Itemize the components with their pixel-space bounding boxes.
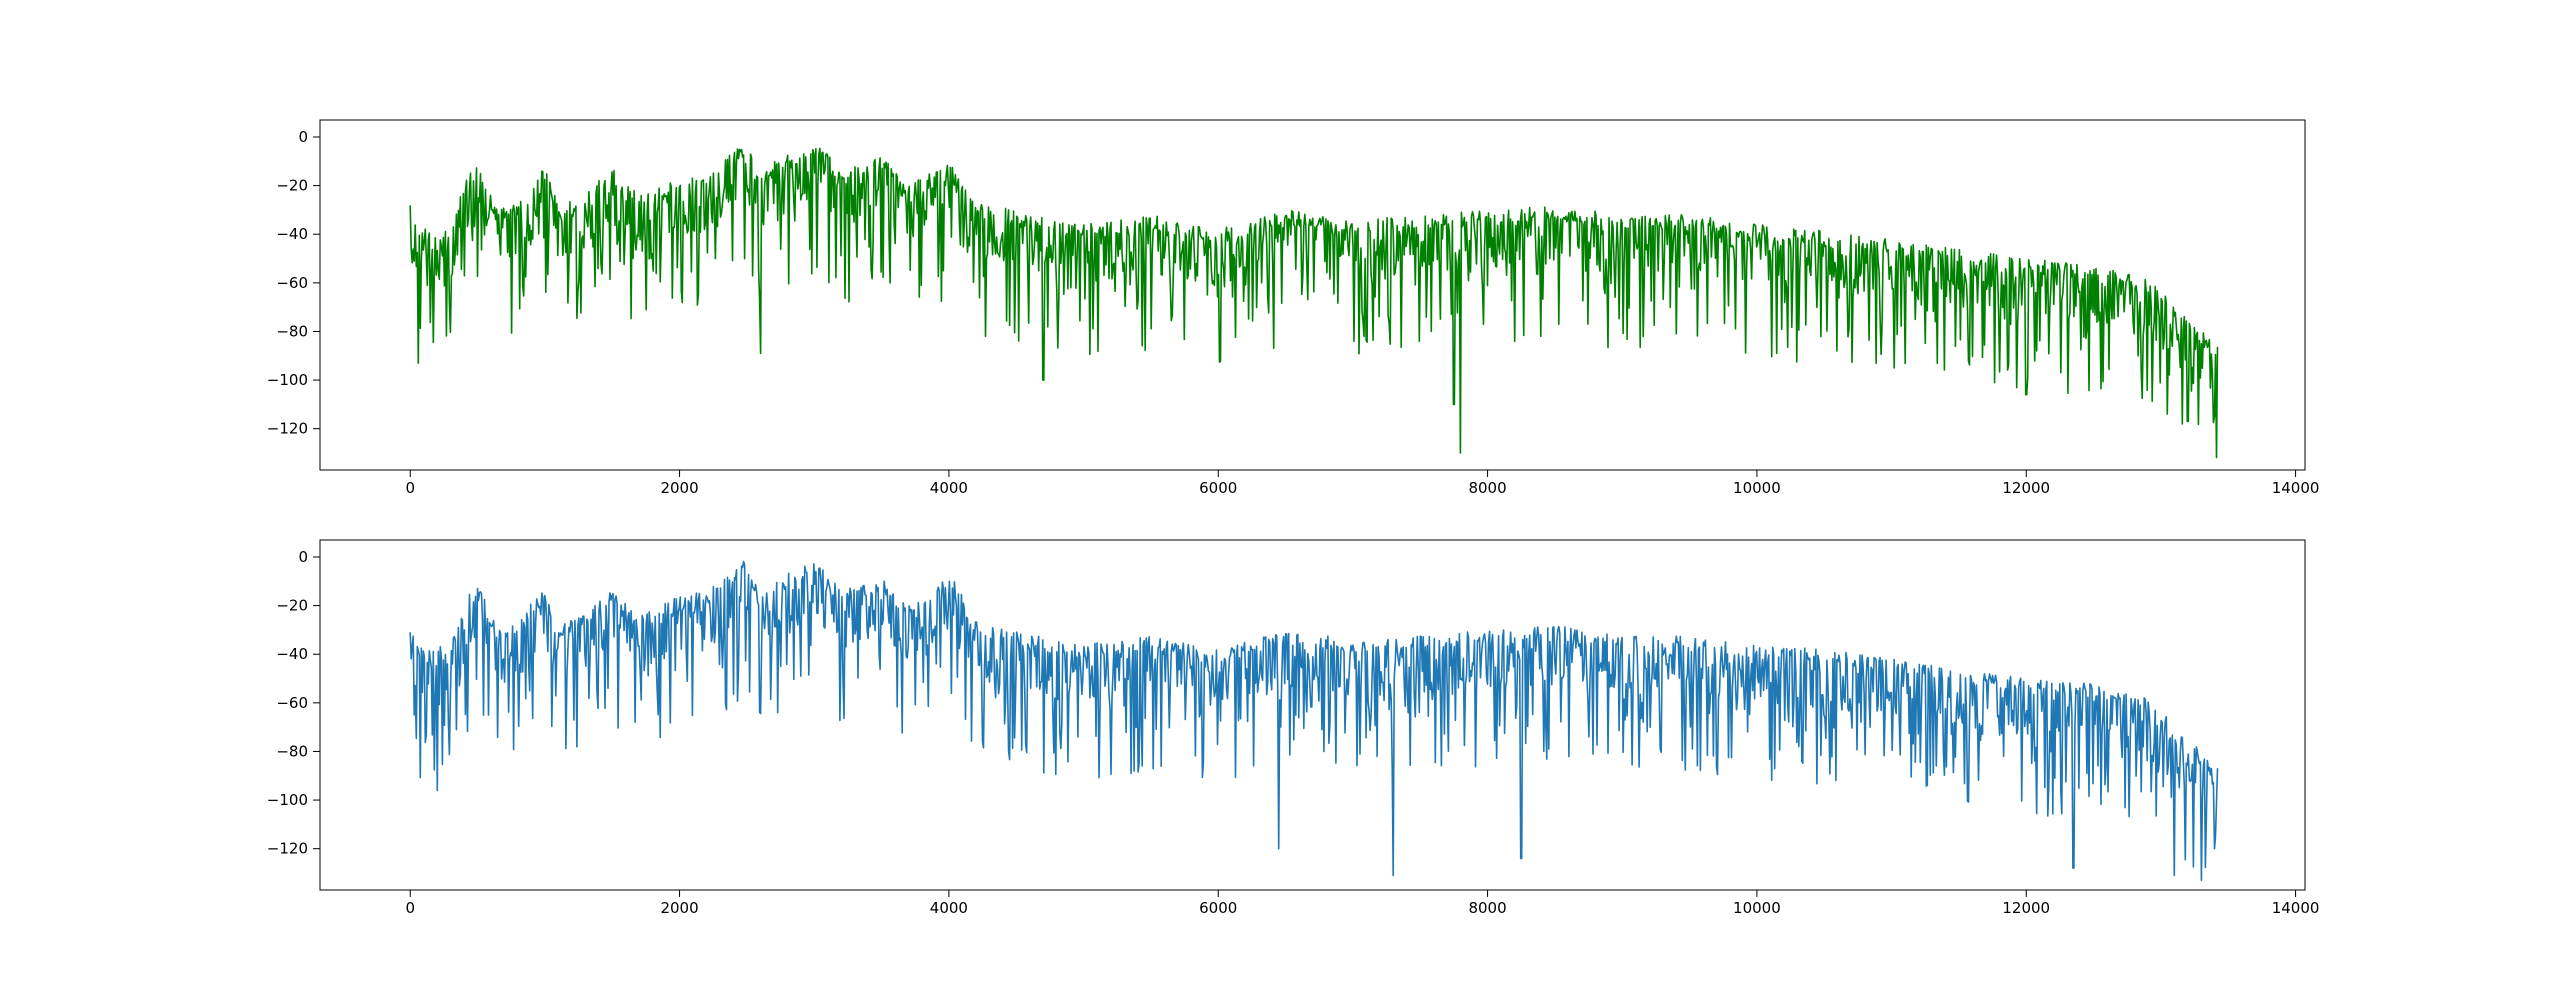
x-tick-label: 10000 [1733,899,1781,917]
y-tick-label: 0 [298,128,308,146]
x-tick-label: 0 [405,479,415,497]
y-tick-label: −80 [276,322,308,340]
x-tick-label: 14000 [2272,899,2320,917]
y-tick-label: 0 [298,548,308,566]
x-tick-label: 8000 [1468,479,1506,497]
y-tick-label: −100 [267,371,308,389]
x-tick-label: 4000 [930,899,968,917]
spectrum-plot-green: 0 2000 4000 6000 8000 10000 12000 14000 0 −20 −40 −… [267,119,2320,497]
y-tick-label: −100 [267,791,308,809]
x-tick-label: 2000 [660,899,698,917]
y-tick-label: −40 [276,225,308,243]
x-tick-label: 8000 [1468,899,1506,917]
series-line [409,560,2219,882]
x-tick-label: 2000 [660,479,698,497]
y-tick-label: −20 [276,597,308,615]
x-tick-label: 10000 [1733,479,1781,497]
x-tick-label: 14000 [2272,479,2320,497]
spectrum-plot-blue: 0 2000 4000 6000 8000 10000 12000 14000 0 −20 −40 −… [267,539,2320,917]
y-tick-label: −40 [276,645,308,663]
x-tick-label: 6000 [1199,899,1237,917]
y-tick-label: −120 [267,420,308,438]
series-line [409,147,2219,459]
x-tick-label: 4000 [930,479,968,497]
x-tick-label: 6000 [1199,479,1237,497]
axes-frame [319,539,2306,891]
x-tick-label: 12000 [2002,479,2050,497]
y-tick-label: −60 [276,274,308,292]
y-tick-label: −60 [276,694,308,712]
y-tick-label: −20 [276,177,308,195]
axes-frame [319,119,2306,471]
y-tick-label: −120 [267,840,308,858]
x-tick-label: 0 [405,899,415,917]
x-tick-label: 12000 [2002,899,2050,917]
y-tick-label: −80 [276,742,308,760]
